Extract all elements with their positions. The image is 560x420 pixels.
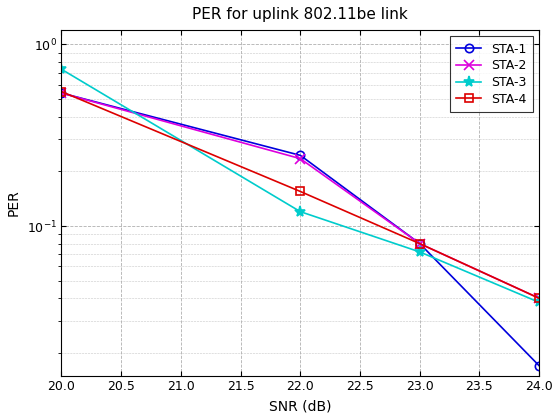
STA-1	[58, 90, 65, 95]
Y-axis label: PER: PER	[7, 189, 21, 216]
STA-1	[297, 153, 304, 158]
STA-3	[58, 67, 65, 72]
STA-4	[58, 89, 65, 94]
Line: STA-2: STA-2	[57, 88, 544, 303]
STA-4	[297, 189, 304, 194]
STA-3	[297, 209, 304, 214]
STA-3	[536, 300, 543, 305]
Line: STA-1: STA-1	[57, 89, 543, 370]
STA-1	[536, 363, 543, 368]
X-axis label: SNR (dB): SNR (dB)	[269, 399, 332, 413]
Legend: STA-1, STA-2, STA-3, STA-4: STA-1, STA-2, STA-3, STA-4	[450, 36, 533, 112]
STA-2	[58, 90, 65, 95]
STA-4	[536, 296, 543, 301]
Line: STA-4: STA-4	[57, 87, 543, 302]
STA-2	[536, 296, 543, 301]
STA-3	[417, 249, 423, 255]
STA-2	[417, 241, 423, 246]
STA-2	[297, 156, 304, 161]
STA-4	[417, 241, 423, 246]
Title: PER for uplink 802.11be link: PER for uplink 802.11be link	[193, 7, 408, 22]
Line: STA-3: STA-3	[56, 64, 545, 308]
STA-1	[417, 241, 423, 246]
